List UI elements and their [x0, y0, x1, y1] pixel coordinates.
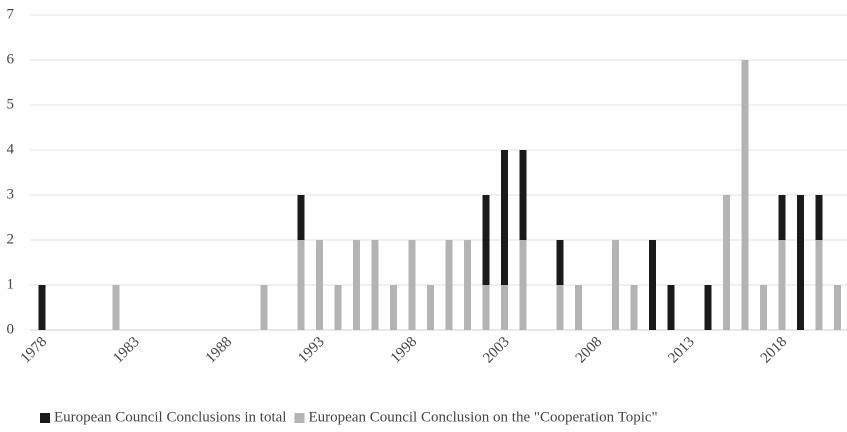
y-tick-label: 4 — [7, 141, 15, 157]
x-tick-label: 1978 — [18, 334, 51, 367]
bar-segment — [556, 240, 564, 285]
y-tick-label: 6 — [7, 51, 15, 67]
y-tick-label: 7 — [7, 6, 15, 22]
bar-segment — [612, 240, 619, 330]
bar-segment — [649, 240, 656, 330]
bar-segment — [464, 240, 471, 330]
bar-segment — [334, 285, 342, 330]
x-tick-label: 2008 — [573, 334, 606, 367]
y-tick-label: 2 — [7, 231, 15, 247]
bar-segment — [316, 240, 323, 330]
bar-segment — [630, 285, 638, 330]
bar-segment — [741, 60, 749, 330]
x-tick-label: 1993 — [295, 334, 328, 367]
y-tick-label: 5 — [7, 96, 15, 112]
bar-segment — [482, 285, 490, 330]
x-tick-label: 2018 — [758, 334, 791, 367]
bar-segment — [112, 285, 120, 330]
bar-segment — [501, 150, 508, 285]
bar-segment — [778, 240, 786, 330]
bar-segment — [704, 285, 712, 330]
legend-label: European Council Conclusion on the "Coop… — [308, 409, 657, 425]
bar-segment — [501, 285, 508, 330]
bar-segment — [427, 285, 434, 330]
bar-segment — [834, 285, 841, 330]
bar-segment — [408, 240, 416, 330]
bar-segment — [390, 285, 397, 330]
x-tick-label: 1988 — [203, 334, 236, 367]
bar-segment — [297, 195, 305, 240]
bar-segment — [815, 240, 823, 330]
bar-segment — [260, 285, 268, 330]
bar-segment — [556, 285, 564, 330]
x-tick-label: 2003 — [480, 334, 513, 367]
bar-segment — [519, 150, 527, 240]
legend-label: European Council Conclusions in total — [54, 409, 286, 425]
x-tick-label: 1998 — [388, 334, 421, 367]
bar-segment — [575, 285, 582, 330]
bar-segment — [371, 240, 379, 330]
legend-swatch — [294, 413, 305, 423]
bar-segment — [38, 285, 46, 330]
bar-segment — [797, 195, 804, 330]
x-tick-label: 2013 — [665, 334, 698, 367]
bar-segment — [482, 195, 490, 285]
bar-segment — [760, 285, 767, 330]
y-tick-label: 3 — [7, 186, 15, 202]
legend-swatch — [40, 413, 50, 423]
y-tick-label: 0 — [7, 321, 15, 337]
x-tick-label: 1983 — [110, 334, 143, 367]
bar-segment — [519, 240, 527, 330]
bar-segment — [353, 240, 360, 330]
bar-segment — [445, 240, 453, 330]
bar-segment — [778, 195, 786, 240]
y-tick-label: 1 — [7, 276, 15, 292]
bar-segment — [297, 240, 305, 330]
bar-segment — [815, 195, 823, 240]
bar-segment — [667, 285, 675, 330]
bar-segment — [723, 195, 730, 330]
